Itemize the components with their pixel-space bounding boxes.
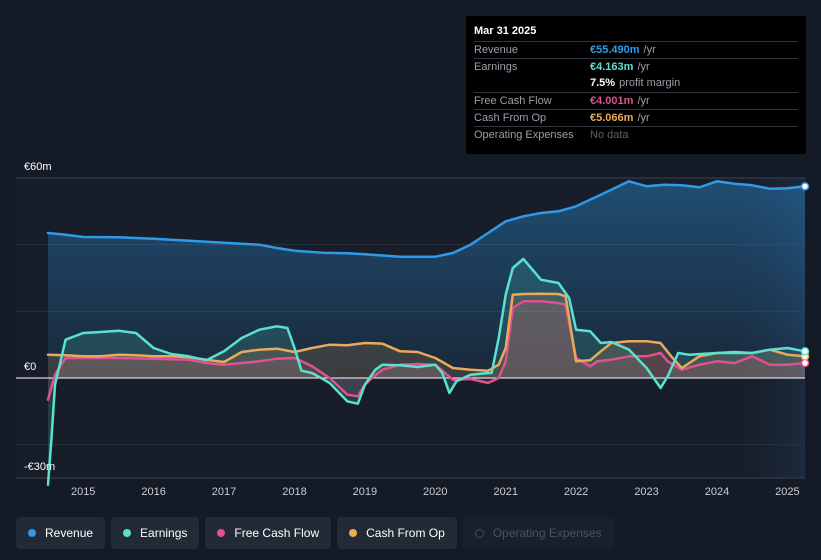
tooltip-row-unit: /yr: [637, 61, 650, 73]
revenue-area: [48, 181, 805, 378]
legend-dot-icon: [28, 529, 36, 537]
x-tick-label: 2015: [71, 486, 95, 498]
revenue-line: [46, 180, 807, 258]
tooltip-row: 7.5% profit margin: [474, 75, 798, 92]
legend-dot-icon: [217, 529, 226, 537]
tooltip-row: Earnings €4.163m/yr: [474, 58, 798, 75]
tooltip-row-value: €4.163m: [590, 61, 634, 73]
legend-item-free-cash-flow[interactable]: Free Cash Flow: [205, 517, 332, 549]
free-cash-flow-line: [46, 300, 807, 401]
tooltip-row-label: [474, 75, 590, 92]
tooltip-row: Cash From Op €5.066m/yr: [474, 109, 798, 126]
free-cash-flow-area: [48, 301, 805, 400]
revenue-end-marker: [800, 182, 810, 191]
x-tick-label: 2025: [775, 486, 799, 498]
x-tick-label: 2017: [212, 486, 236, 498]
tooltip-row: Free Cash Flow €4.001m/yr: [474, 92, 798, 109]
legend-item-earnings[interactable]: Earnings: [111, 517, 200, 549]
tooltip-row-label: Free Cash Flow: [474, 95, 552, 107]
x-tick-label: 2023: [634, 486, 658, 498]
x-tick-label: 2020: [423, 486, 447, 498]
tooltip-row-label: Operating Expenses: [474, 129, 574, 141]
cash-from-op-area: [48, 293, 805, 378]
legend-dot-icon: [474, 528, 484, 538]
tooltip-row-value: €4.001m: [590, 95, 634, 107]
x-tick-label: 2022: [564, 486, 588, 498]
earnings-end-marker: [800, 347, 810, 356]
tooltip-row-unit: /yr: [637, 112, 650, 124]
legend-dot-icon: [123, 529, 132, 537]
earnings-area: [48, 259, 805, 485]
tooltip-row-value: 7.5%: [590, 77, 616, 89]
tooltip-row-label: Cash From Op: [474, 112, 547, 124]
tooltip-row-value: €55.490m: [590, 44, 640, 56]
tooltip-row: Operating Expenses No data: [474, 126, 798, 143]
legend-label: Cash From Op: [366, 526, 445, 540]
earnings-line: [46, 257, 807, 486]
y-axis-labels: €60m €0 -€30m: [24, 161, 55, 473]
legend-dot-icon: [349, 529, 358, 537]
legend-label: Earnings: [140, 526, 188, 540]
tooltip-row: Revenue €55.490m/yr: [474, 41, 798, 58]
x-tick-label: 2018: [282, 486, 306, 498]
tooltip-row-unit: profit margin: [619, 77, 681, 89]
tooltip-row-unit: /yr: [643, 44, 656, 56]
x-tick-label: 2021: [493, 486, 517, 498]
legend-label: Revenue: [45, 526, 94, 540]
y-tick-label: €0: [24, 361, 36, 373]
legend-item-revenue[interactable]: Revenue: [16, 517, 106, 549]
tooltip-date: Mar 31 2025: [474, 25, 537, 37]
legend-label: Free Cash Flow: [234, 526, 320, 540]
legend-item-cash-from-op[interactable]: Cash From Op: [337, 517, 457, 549]
series-lines: [46, 180, 807, 486]
x-axis-labels: 2015 2016 2017 2018 2019 2020 2021 2022 2023 2024…: [71, 486, 800, 498]
x-tick-label: 2016: [141, 486, 165, 498]
legend-item-operating-expenses[interactable]: Operating Expenses: [462, 517, 614, 549]
tooltip: Mar 31 2025 Revenue €55.490m/yr Earnings €4…: [466, 16, 806, 154]
x-tick-label: 2024: [705, 486, 729, 498]
series-areas: [16, 181, 805, 485]
tooltip-row-label: Earnings: [474, 61, 518, 73]
end-markers: [800, 182, 810, 368]
legend-label: Operating Expenses: [492, 526, 602, 540]
y-tick-label: €60m: [24, 161, 52, 173]
y-tick-label: -€30m: [24, 461, 55, 473]
x-tick-label: 2019: [353, 486, 377, 498]
tooltip-rows: Revenue €55.490m/yr Earnings €4.163m/yr 7.5%…: [474, 41, 798, 143]
legend: Revenue Earnings Free Cash Flow Cash From O…: [16, 517, 614, 549]
tooltip-row-unit: /yr: [637, 95, 650, 107]
tooltip-row-label: Revenue: [474, 44, 519, 56]
tooltip-row-value: €5.066m: [590, 112, 634, 124]
tooltip-row-value: No data: [590, 129, 629, 141]
